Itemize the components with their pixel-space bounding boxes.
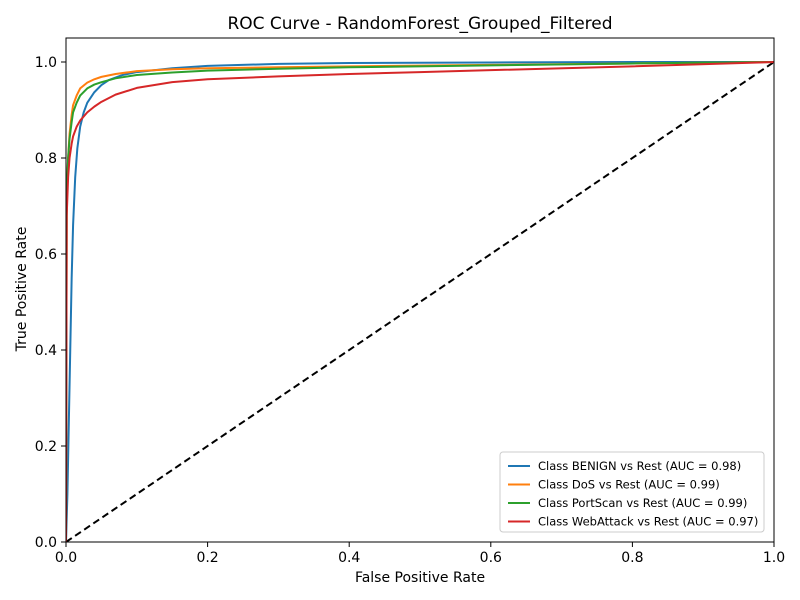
- x-tick-label: 0.6: [480, 550, 502, 566]
- y-tick-label: 0.2: [35, 439, 57, 455]
- x-tick-label: 0.2: [196, 550, 218, 566]
- y-tick-label: 1.0: [35, 55, 57, 71]
- y-axis-ticks: 0.0 0.2 0.4 0.6 0.8 1.0: [35, 55, 66, 551]
- series-line-0: [66, 61, 774, 542]
- legend: Class BENIGN vs Rest (AUC = 0.98) Class D…: [499, 451, 765, 533]
- x-tick-label: 0.8: [621, 550, 643, 566]
- y-tick-label: 0.0: [35, 535, 57, 551]
- legend-entry: Class WebAttack vs Rest (AUC = 0.97): [538, 515, 758, 529]
- chart-title: ROC Curve - RandomForest_Grouped_Filtere…: [227, 14, 612, 34]
- legend-box: [499, 451, 765, 533]
- legend-entry: Class BENIGN vs Rest (AUC = 0.98): [538, 459, 741, 473]
- x-axis-ticks: 0.0 0.2 0.4 0.6 0.8 1.0: [55, 542, 785, 566]
- x-tick-label: 1.0: [763, 550, 785, 566]
- plot-frame: [65, 37, 775, 543]
- plot-area: [66, 61, 774, 542]
- x-tick-label: 0.4: [338, 550, 360, 566]
- y-tick-label: 0.6: [35, 247, 57, 263]
- legend-entry: Class PortScan vs Rest (AUC = 0.99): [538, 496, 747, 510]
- legend-entry: Class DoS vs Rest (AUC = 0.99): [538, 478, 720, 492]
- series-line-3: [66, 61, 774, 542]
- y-axis-label: True Positive Rate: [14, 227, 30, 353]
- series-line-2: [66, 61, 774, 542]
- x-tick-label: 0.0: [55, 550, 77, 566]
- y-tick-label: 0.4: [35, 343, 57, 359]
- x-axis-label: False Positive Rate: [355, 570, 485, 586]
- y-tick-label: 0.8: [35, 151, 57, 167]
